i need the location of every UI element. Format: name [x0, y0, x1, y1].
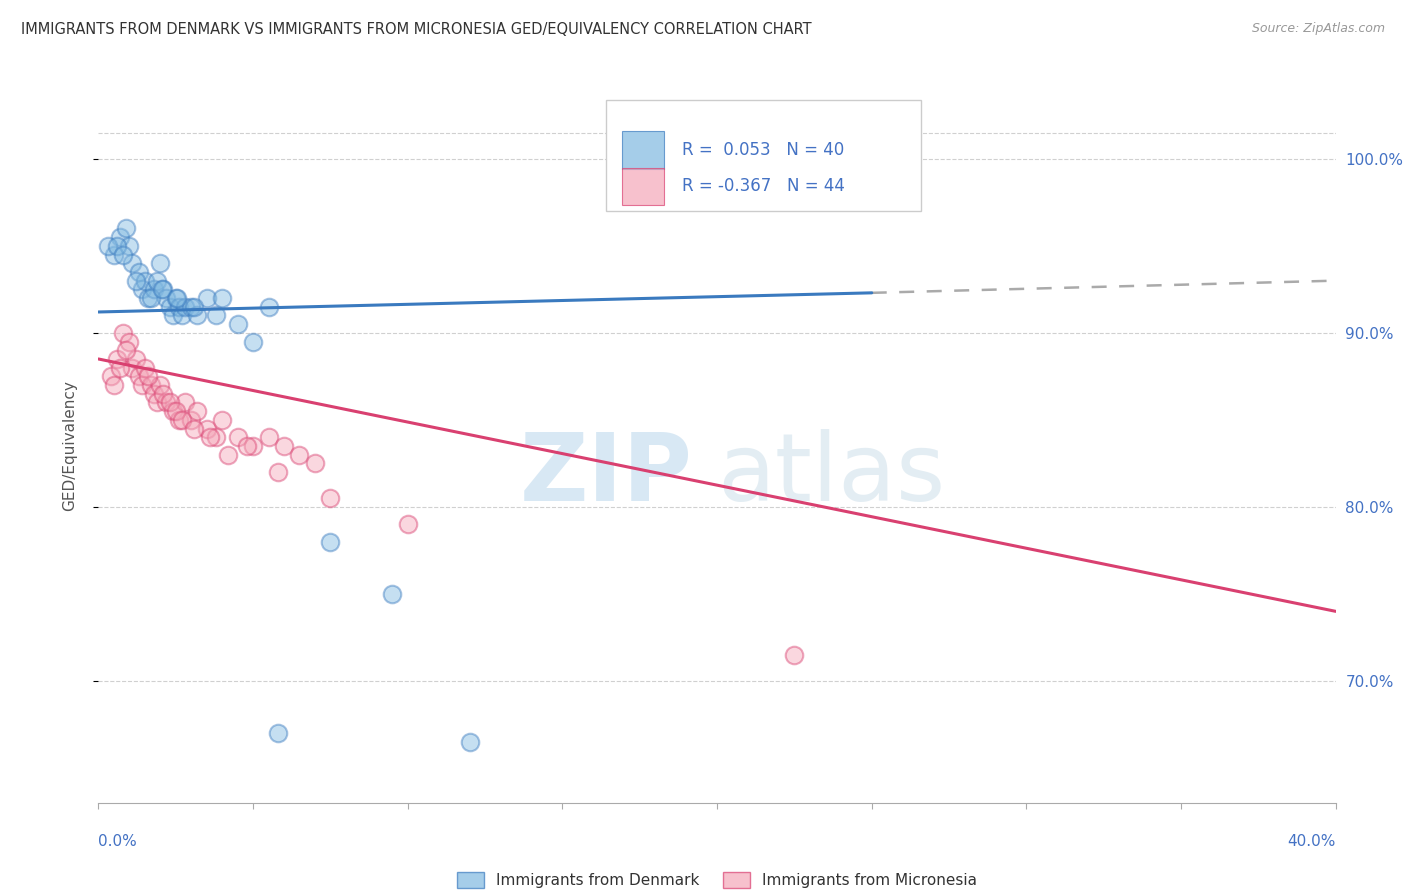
Point [162, 404, 184, 418]
Point [165, 404, 187, 418]
Point [186, 309, 208, 323]
Point [211, 413, 233, 427]
Point [257, 300, 280, 314]
Point [105, 351, 128, 366]
Point [155, 291, 177, 305]
Point [242, 439, 264, 453]
Point [226, 317, 249, 331]
Point [183, 421, 205, 435]
Point [288, 448, 311, 462]
Point [458, 735, 481, 749]
Point [162, 309, 184, 323]
Point [159, 395, 181, 409]
Point [139, 291, 162, 305]
Point [198, 430, 221, 444]
Point [167, 413, 190, 427]
Point [174, 300, 197, 314]
Point [159, 300, 181, 314]
Point [170, 309, 193, 323]
Point [242, 334, 264, 349]
Point [396, 517, 419, 532]
Text: Source: ZipAtlas.com: Source: ZipAtlas.com [1251, 22, 1385, 36]
Point [136, 369, 159, 384]
FancyBboxPatch shape [621, 168, 664, 205]
Point [105, 239, 128, 253]
Point [131, 282, 153, 296]
Point [205, 309, 228, 323]
Point [205, 430, 228, 444]
Point [124, 351, 146, 366]
Point [134, 274, 156, 288]
Point [155, 395, 177, 409]
Point [108, 360, 131, 375]
Point [150, 282, 173, 296]
Point [146, 395, 169, 409]
Point [97, 239, 120, 253]
Text: 0.0%: 0.0% [98, 834, 138, 849]
Point [108, 230, 131, 244]
Point [217, 448, 239, 462]
Point [257, 430, 280, 444]
Text: ZIP: ZIP [519, 428, 692, 521]
Point [195, 291, 218, 305]
Point [112, 247, 135, 261]
Point [180, 413, 202, 427]
Y-axis label: GED/Equivalency: GED/Equivalency [63, 381, 77, 511]
Point [180, 300, 202, 314]
Point [152, 386, 174, 401]
Point [112, 326, 135, 340]
Point [170, 413, 193, 427]
Point [195, 421, 218, 435]
Text: R = -0.367   N = 44: R = -0.367 N = 44 [682, 178, 845, 195]
Point [100, 369, 122, 384]
Point [174, 395, 197, 409]
Point [118, 334, 141, 349]
Point [139, 378, 162, 392]
Text: R =  0.053   N = 40: R = 0.053 N = 40 [682, 141, 845, 159]
Point [103, 378, 125, 392]
Point [121, 360, 143, 375]
Point [166, 291, 188, 305]
Point [149, 256, 172, 270]
Text: 40.0%: 40.0% [1288, 834, 1336, 849]
Point [115, 221, 138, 235]
Point [267, 465, 290, 479]
Point [149, 378, 172, 392]
Point [783, 648, 806, 662]
Point [183, 300, 205, 314]
Point [136, 291, 159, 305]
Point [121, 256, 143, 270]
Point [236, 439, 259, 453]
Point [226, 430, 249, 444]
Point [124, 274, 146, 288]
Point [186, 404, 208, 418]
Point [128, 265, 150, 279]
Point [319, 491, 342, 506]
Point [273, 439, 295, 453]
Point [381, 587, 404, 601]
Point [115, 343, 138, 358]
Point [167, 300, 190, 314]
Text: atlas: atlas [717, 428, 945, 521]
Point [319, 534, 342, 549]
FancyBboxPatch shape [621, 131, 664, 169]
Point [128, 369, 150, 384]
Point [152, 282, 174, 296]
Point [211, 291, 233, 305]
Text: IMMIGRANTS FROM DENMARK VS IMMIGRANTS FROM MICRONESIA GED/EQUIVALENCY CORRELATIO: IMMIGRANTS FROM DENMARK VS IMMIGRANTS FR… [21, 22, 811, 37]
Point [118, 239, 141, 253]
Point [267, 726, 290, 740]
Legend: Immigrants from Denmark, Immigrants from Micronesia: Immigrants from Denmark, Immigrants from… [457, 872, 977, 888]
Point [143, 282, 166, 296]
Point [103, 247, 125, 261]
Point [146, 274, 169, 288]
FancyBboxPatch shape [606, 100, 921, 211]
Point [304, 457, 326, 471]
Point [131, 378, 153, 392]
Point [134, 360, 156, 375]
Point [165, 291, 187, 305]
Point [143, 386, 166, 401]
